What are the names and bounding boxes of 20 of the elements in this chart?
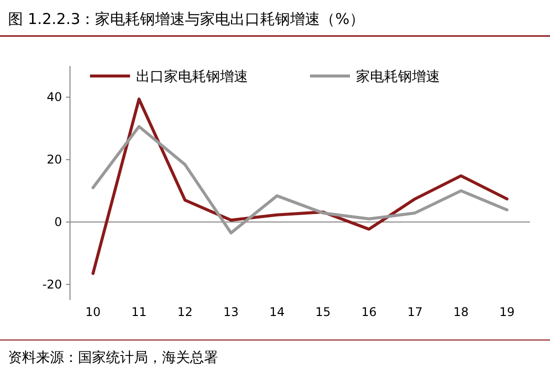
y-tick-label: 0	[54, 215, 62, 229]
x-tick-label: 17	[407, 305, 423, 319]
y-tick-label: -20	[42, 277, 62, 292]
x-tick-label: 12	[177, 305, 193, 319]
line-series	[92, 125, 508, 234]
x-tick-label: 16	[361, 305, 377, 319]
x-tick-label: 13	[223, 305, 239, 319]
legend-label: 家电耗钢增速	[356, 69, 440, 85]
chart-title: 图 1.2.2.3：家电耗钢增速与家电出口耗钢增速（%）	[8, 10, 364, 28]
y-tick-label: 20	[46, 152, 62, 167]
x-tick-label: 15	[315, 305, 331, 319]
legend-label: 出口家电耗钢增速	[136, 69, 248, 85]
x-tick-label: 19	[499, 305, 515, 319]
x-tick-label: 10	[85, 305, 101, 319]
x-tick-label: 14	[269, 305, 285, 319]
text: 资料来源：国家统计局，海关总署	[8, 350, 218, 366]
x-tick-label: 18	[453, 305, 469, 319]
y-tick-label: 40	[46, 90, 62, 104]
x-tick-label: 11	[131, 305, 147, 319]
line-series	[92, 98, 508, 275]
